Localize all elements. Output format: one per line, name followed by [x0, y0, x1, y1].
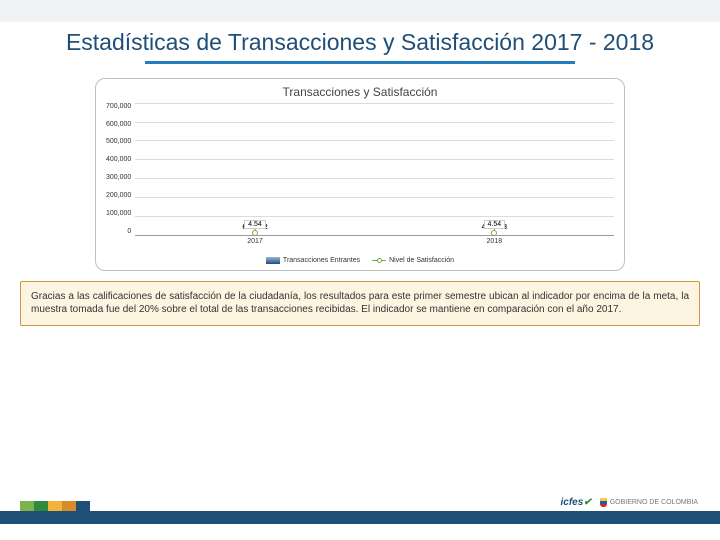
- legend-label: Nivel de Satisfacción: [389, 257, 454, 264]
- page: Estadísticas de Transacciones y Satisfac…: [0, 0, 720, 540]
- swatch-marker-icon: [372, 257, 386, 264]
- footer-logos: icfes✔ GOBIERNO DE COLOMBIA: [561, 497, 698, 508]
- color-block: [34, 501, 48, 511]
- logo-icfes: icfes✔: [561, 497, 592, 508]
- legend-marker: Nivel de Satisfacción: [372, 257, 454, 264]
- y-tick: 200,000: [106, 192, 131, 199]
- x-axis: 2017 2018: [135, 238, 614, 245]
- plot-area: 620,692 480,138 4.54 4.54: [135, 103, 614, 253]
- y-tick: 700,000: [106, 103, 131, 110]
- y-tick: 500,000: [106, 138, 131, 145]
- chart-card: Transacciones y Satisfacción 700,000 600…: [95, 78, 625, 271]
- swatch-bar-icon: [266, 257, 280, 264]
- marker-2017: 4.54: [159, 220, 350, 236]
- bars: 620,692 480,138: [135, 103, 614, 235]
- caption-text: Gracias a las calificaciones de satisfac…: [31, 291, 689, 316]
- y-tick: 600,000: [106, 121, 131, 128]
- marker-row: 4.54 4.54: [135, 220, 614, 236]
- marker-dot-icon: [252, 230, 258, 236]
- title-underline: [145, 61, 575, 64]
- footer-color-blocks: [20, 501, 90, 511]
- y-tick: 0: [127, 228, 131, 235]
- marker-label: 4.54: [244, 220, 266, 229]
- check-icon: ✔: [583, 497, 591, 508]
- legend-label: Transacciones Entrantes: [283, 257, 360, 264]
- legend: Transacciones Entrantes Nivel de Satisfa…: [106, 257, 614, 264]
- page-title: Estadísticas de Transacciones y Satisfac…: [60, 28, 660, 57]
- decorative-top-band: [0, 0, 720, 22]
- caption-box: Gracias a las calificaciones de satisfac…: [20, 281, 700, 326]
- shield-icon: [600, 498, 607, 507]
- color-block: [48, 501, 62, 511]
- color-block: [20, 501, 34, 511]
- x-tick: 2018: [399, 238, 590, 245]
- chart-subtitle: Transacciones y Satisfacción: [106, 85, 614, 99]
- y-tick: 400,000: [106, 156, 131, 163]
- marker-dot-icon: [491, 230, 497, 236]
- logo-gobierno: GOBIERNO DE COLOMBIA: [600, 498, 698, 507]
- y-axis: 700,000 600,000 500,000 400,000 300,000 …: [106, 103, 135, 235]
- footer-bar: [0, 511, 720, 524]
- footer: icfes✔ GOBIERNO DE COLOMBIA: [0, 504, 720, 530]
- color-block: [62, 501, 76, 511]
- x-tick: 2017: [159, 238, 350, 245]
- marker-label: 4.54: [484, 220, 506, 229]
- y-tick: 100,000: [106, 210, 131, 217]
- chart-area: 700,000 600,000 500,000 400,000 300,000 …: [106, 103, 614, 253]
- y-tick: 300,000: [106, 174, 131, 181]
- legend-bar: Transacciones Entrantes: [266, 257, 360, 264]
- marker-2018: 4.54: [399, 220, 590, 236]
- color-block: [76, 501, 90, 511]
